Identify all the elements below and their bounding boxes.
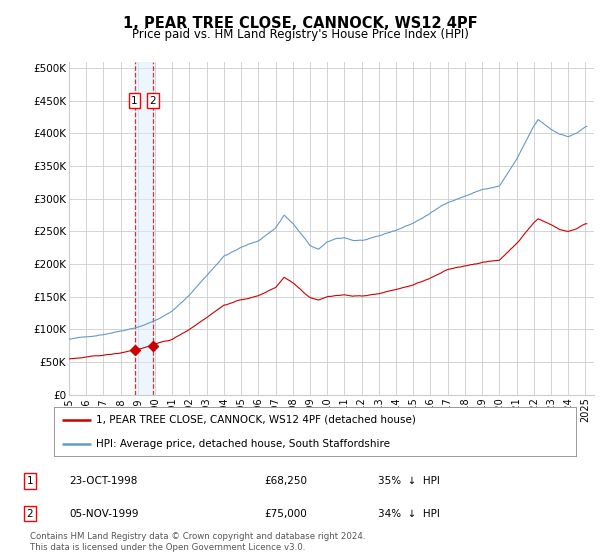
Text: Price paid vs. HM Land Registry's House Price Index (HPI): Price paid vs. HM Land Registry's House …: [131, 28, 469, 41]
Text: 2: 2: [26, 508, 34, 519]
Text: 35%  ↓  HPI: 35% ↓ HPI: [378, 476, 440, 486]
Text: £75,000: £75,000: [264, 508, 307, 519]
Text: HPI: Average price, detached house, South Staffordshire: HPI: Average price, detached house, Sout…: [96, 438, 390, 449]
Text: Contains HM Land Registry data © Crown copyright and database right 2024.
This d: Contains HM Land Registry data © Crown c…: [30, 532, 365, 552]
Text: 1: 1: [26, 476, 34, 486]
Text: 1, PEAR TREE CLOSE, CANNOCK, WS12 4PF (detached house): 1, PEAR TREE CLOSE, CANNOCK, WS12 4PF (d…: [96, 415, 416, 425]
Text: 2: 2: [149, 96, 156, 106]
Text: 34%  ↓  HPI: 34% ↓ HPI: [378, 508, 440, 519]
Text: 23-OCT-1998: 23-OCT-1998: [69, 476, 137, 486]
Text: 1, PEAR TREE CLOSE, CANNOCK, WS12 4PF: 1, PEAR TREE CLOSE, CANNOCK, WS12 4PF: [122, 16, 478, 31]
Text: 1: 1: [131, 96, 138, 106]
Text: £68,250: £68,250: [264, 476, 307, 486]
Bar: [134, 62, 153, 395]
Text: 05-NOV-1999: 05-NOV-1999: [69, 508, 139, 519]
